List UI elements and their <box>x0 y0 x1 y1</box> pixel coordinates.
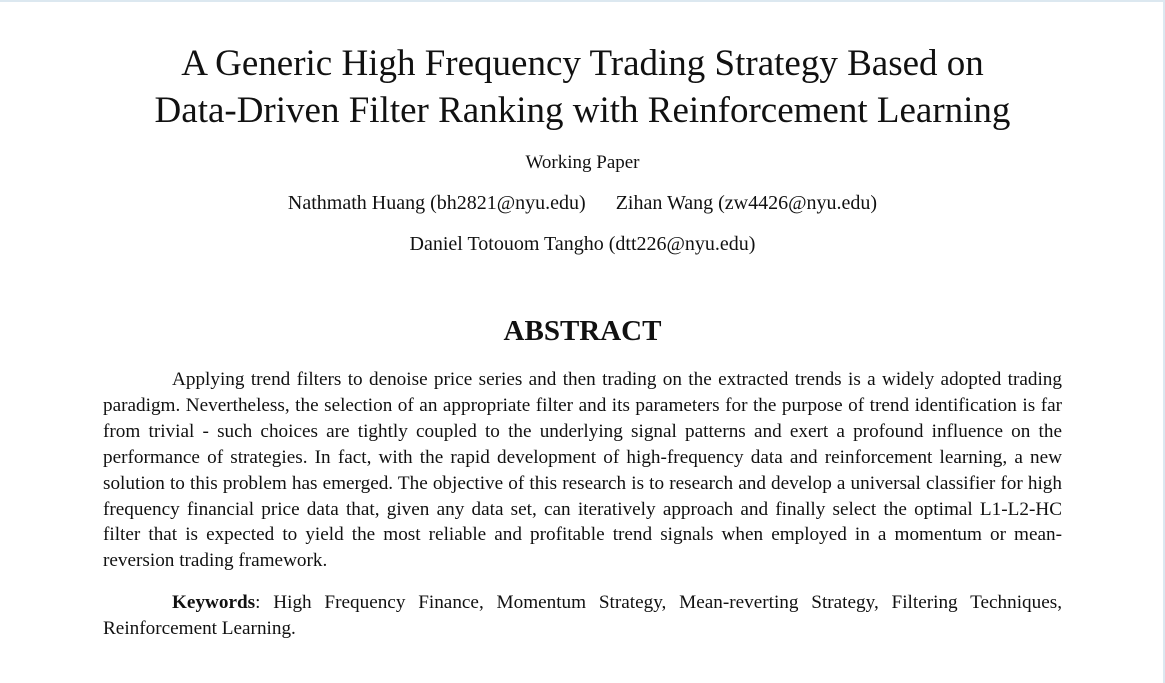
window-top-border <box>0 0 1165 2</box>
keywords-paragraph: Keywords: High Frequency Finance, Moment… <box>103 590 1062 642</box>
abstract-heading: ABSTRACT <box>503 315 662 347</box>
paper-title: A Generic High Frequency Trading Strateg… <box>0 40 1165 134</box>
abstract-paragraph: Applying trend filters to denoise price … <box>103 367 1062 574</box>
keywords-label: Keywords <box>172 592 256 613</box>
paper-subtitle: Working Paper <box>525 152 640 173</box>
author-1: Nathmath Huang (bh2821@nyu.edu) <box>287 192 586 214</box>
paper-title-line-1: A Generic High Frequency Trading Strateg… <box>181 43 984 84</box>
authors-row-2: Daniel Totouom Tangho (dtt226@nyu.edu) <box>0 232 1165 257</box>
keywords-text: : High Frequency Finance, Momentum Strat… <box>103 592 1062 639</box>
paper-title-line-2: Data-Driven Filter Ranking with Reinforc… <box>154 90 1011 131</box>
author-3: Daniel Totouom Tangho (dtt226@nyu.edu) <box>409 233 756 255</box>
authors-row-1: Nathmath Huang (bh2821@nyu.edu) Zihan Wan… <box>0 191 1165 216</box>
author-2: Zihan Wang (zw4426@nyu.edu) <box>615 192 878 214</box>
abstract-text: Applying trend filters to denoise price … <box>103 369 1062 572</box>
window-right-border <box>1163 0 1165 683</box>
